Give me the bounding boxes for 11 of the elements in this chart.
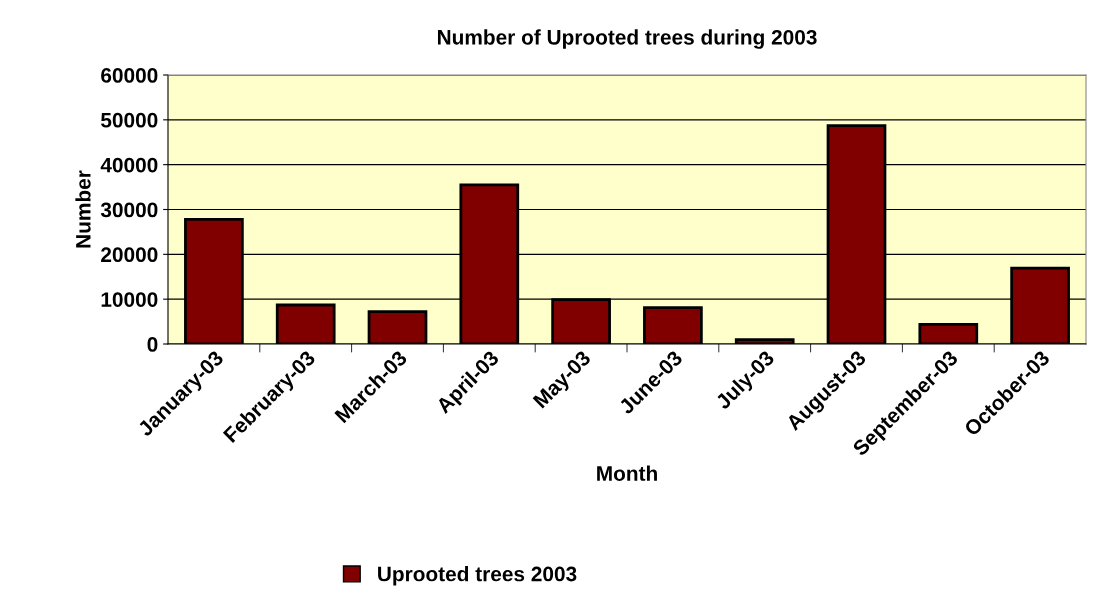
y-tick-label: 40000 (100, 157, 158, 173)
y-tick-label: 30000 (100, 202, 158, 218)
y-tick-label: 20000 (101, 247, 158, 263)
y-tick-label: 50000 (100, 112, 158, 128)
chart-title: Number of Uprooted trees during 2003 (437, 29, 817, 49)
y-tick-label: 0 (147, 337, 158, 352)
y-tick-label: 10000 (101, 292, 158, 307)
y-tick-label: 60000 (101, 68, 158, 83)
y-axis-title: Number (75, 170, 91, 248)
legend-label: Uprooted trees 2003 (378, 566, 577, 586)
x-axis-title: Month (597, 465, 657, 481)
